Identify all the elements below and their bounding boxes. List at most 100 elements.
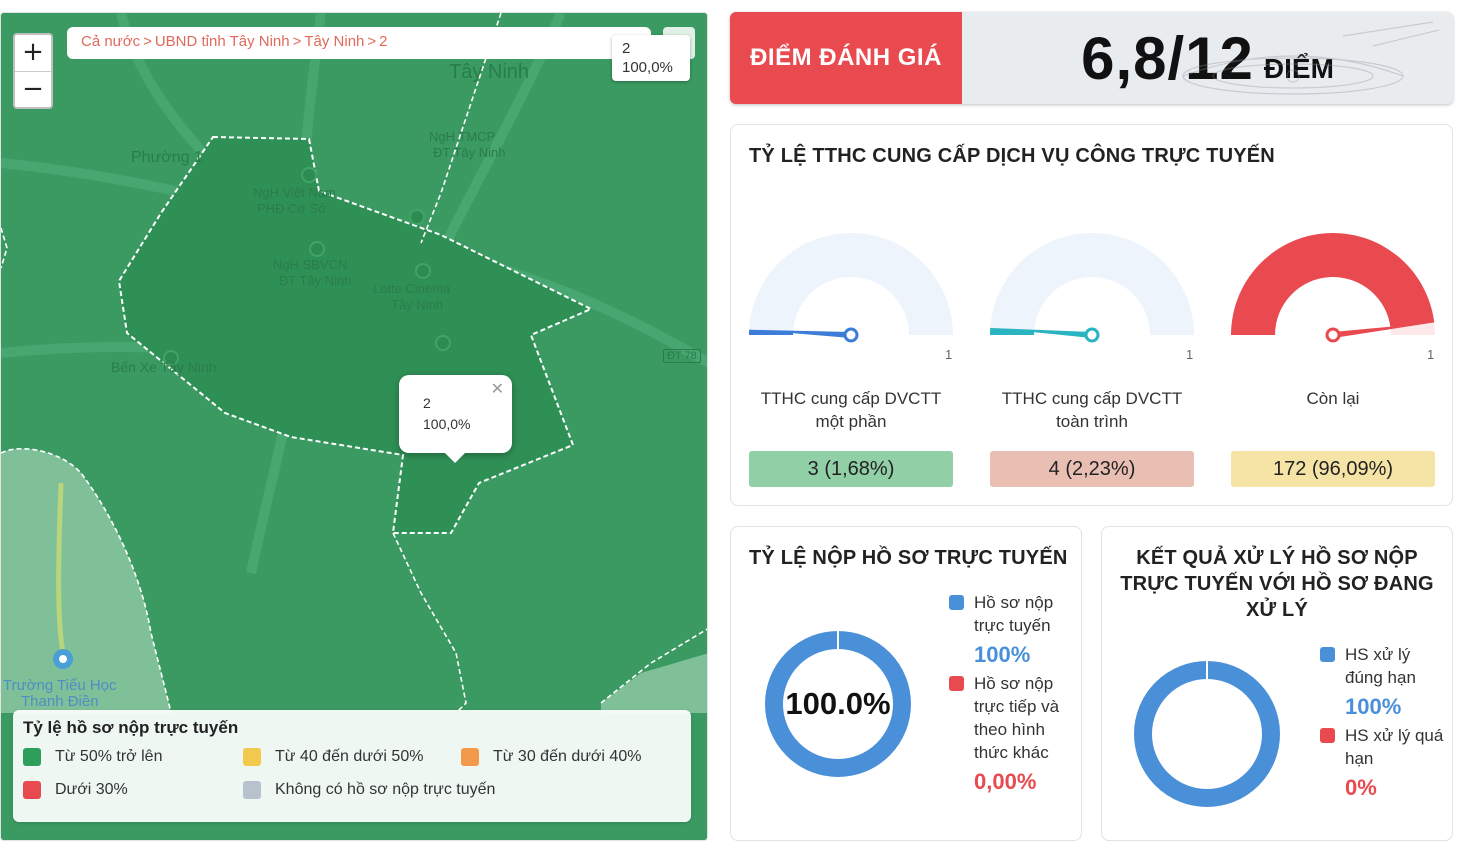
breadcrumb-item-ward[interactable]: 2 <box>379 33 388 50</box>
place-label-bank1: NgH TMCP <box>429 129 496 144</box>
gauge-max-label: 1 <box>1186 347 1194 362</box>
gauge-partial-chart <box>749 233 953 343</box>
district-boundaries <box>1 13 707 714</box>
legend-value-overdue: 0% <box>1345 775 1377 800</box>
gauge-track <box>749 233 953 335</box>
place-label-ben-xe: Bến Xe Tây Ninh <box>111 359 217 375</box>
drum-pattern-icon <box>1182 21 1440 95</box>
place-label-bank3b: ĐT Tây Ninh <box>279 273 352 288</box>
online-service-rate-card: TỶ LỆ TTHC CUNG CẤP DỊCH VỤ CÔNG TRỰC TU… <box>730 124 1453 506</box>
donut-center-value: 100.0% <box>785 686 891 721</box>
submission-donut: 100.0% <box>761 627 915 781</box>
gauge-hub <box>1325 327 1341 343</box>
school-marker <box>53 649 73 669</box>
gauge-stat: 172 (96,09%) <box>1231 451 1435 487</box>
place-label-tay-ninh: Tây Ninh <box>449 61 530 83</box>
popup-close-icon[interactable]: ✕ <box>490 381 504 398</box>
submission-legend: Hồ sơ nộp trực tuyến 100% Hồ sơ nộp trực… <box>949 591 1077 799</box>
legend-label: Từ 40 đến dưới 50% <box>275 748 424 765</box>
neighbor-area-left <box>1 448 171 713</box>
result-donut-chart <box>1134 661 1280 807</box>
processing-result-card: KẾT QUẢ XỬ LÝ HỒ SƠ NỘP TRỰC TUYẾN VỚI H… <box>1101 526 1453 841</box>
gauge-partial: 1 TTHC cung cấp DVCTT một phần 3 (1,68%) <box>749 195 953 495</box>
region-value-label: 2 100,0% <box>612 35 690 81</box>
legend-swatch-red <box>23 781 41 799</box>
legend-swatch-yellow <box>243 748 261 766</box>
map-legend: Tỷ lệ hồ sơ nộp trực tuyến Từ 50% trở lê… <box>13 710 691 822</box>
gauge-fill <box>1231 232 1435 335</box>
zoom-control: + − <box>13 33 53 109</box>
gauge-fill <box>990 327 1035 335</box>
gauge-full-chart <box>990 233 1194 343</box>
breadcrumb-item-tay-ninh[interactable]: Tây Ninh <box>304 33 365 50</box>
gauge-remaining: 1 Còn lại 172 (96,09%) <box>1231 195 1435 495</box>
result-donut <box>1130 657 1284 811</box>
place-label-truong-2: Thanh Điền <box>21 693 99 710</box>
score-header: ĐIỂM ĐÁNH GIÁ 6,8/12 ĐIỂM <box>730 12 1453 104</box>
card-title: TỶ LỆ TTHC CUNG CẤP DỊCH VỤ CÔNG TRỰC TU… <box>749 145 1275 167</box>
zoom-in-button[interactable]: + <box>22 37 44 67</box>
gauge-stat: 3 (1,68%) <box>749 451 953 487</box>
legend-label: HS xử lý quá hạn <box>1345 726 1444 768</box>
popup-tip <box>445 453 465 463</box>
legend-item-none: Không có hồ sơ nộp trực tuyến <box>243 781 495 799</box>
breadcrumb-separator: > <box>143 33 152 50</box>
legend-item-overdue: HS xử lý quá hạn <box>1320 724 1448 770</box>
place-label-bank3: NgH SBVCN <box>273 257 348 272</box>
gauge-fill <box>749 329 794 335</box>
legend-swatch-green <box>23 748 41 766</box>
legend-label: Hồ sơ nộp trực tuyến <box>974 593 1054 635</box>
popup-region-name: 2 <box>423 395 431 411</box>
legend-item-offline: Hồ sơ nộp trực tiếp và theo hình thức kh… <box>949 672 1077 764</box>
poi-markers <box>163 167 451 366</box>
legend-item-30-40: Từ 30 đến dưới 40% <box>461 748 641 766</box>
gauge-full: 1 TTHC cung cấp DVCTT toàn trình 4 (2,23… <box>990 195 1194 495</box>
card-title: KẾT QUẢ XỬ LÝ HỒ SƠ NỘP TRỰC TUYẾN VỚI H… <box>1120 547 1434 621</box>
score-unit: ĐIỂM <box>1263 53 1334 84</box>
legend-label: HS xử lý đúng hạn <box>1345 645 1416 687</box>
breadcrumb-separator: > <box>292 33 302 50</box>
breadcrumb-item-ubnd[interactable]: UBND tỉnh Tây Ninh <box>154 33 290 50</box>
gauge-hub <box>843 327 859 343</box>
gauge-name: TTHC cung cấp DVCTT một phần <box>760 389 942 431</box>
score-label: ĐIỂM ĐÁNH GIÁ <box>730 12 962 104</box>
legend-item-on-time: HS xử lý đúng hạn <box>1320 643 1448 689</box>
gauge-hub <box>1084 327 1100 343</box>
legend-swatch-gray <box>243 781 261 799</box>
gauge-name: TTHC cung cấp DVCTT toàn trình <box>1001 389 1183 431</box>
score-value: 6,8/12 <box>1081 24 1254 92</box>
legend-label: Dưới 30% <box>55 781 128 798</box>
legend-label: Từ 50% trở lên <box>55 748 163 765</box>
map-panel[interactable]: Tây Ninh Phường 1 Bến Xe Tây Ninh NgH TM… <box>0 12 708 841</box>
card-title: TỶ LỆ NỘP HỒ SƠ TRỰC TUYẾN <box>749 547 1068 569</box>
legend-item-online: Hồ sơ nộp trực tuyến <box>949 591 1077 637</box>
online-submission-card: TỶ LỆ NỘP HỒ SƠ TRỰC TUYẾN 100.0% Hồ sơ … <box>730 526 1082 841</box>
road-shield-dt78: ĐT 78 <box>663 349 701 363</box>
gauge-needle <box>753 329 852 338</box>
map-popup: ✕ 2 100,0% <box>399 375 512 463</box>
gauge-max-label: 1 <box>1427 347 1435 362</box>
legend-swatch-orange <box>461 748 479 766</box>
gauge-max-label: 1 <box>945 347 953 362</box>
legend-label: Từ 30 đến dưới 40% <box>493 748 642 765</box>
legend-label: Hồ sơ nộp trực tiếp và theo hình thức kh… <box>974 674 1060 762</box>
result-legend: HS xử lý đúng hạn 100% HS xử lý quá hạn … <box>1320 643 1448 805</box>
place-label-phuong-1: Phường 1 <box>131 149 203 166</box>
breadcrumb-item-ca-nuoc[interactable]: Cả nước <box>81 33 141 50</box>
legend-label: Không có hồ sơ nộp trực tuyến <box>275 781 496 798</box>
legend-swatch-red <box>949 676 964 691</box>
breadcrumb-separator: > <box>367 33 377 50</box>
legend-swatch-blue <box>949 595 964 610</box>
legend-value-online: 100% <box>974 642 1031 667</box>
place-label-lotte: Lotte Cinema <box>373 281 451 296</box>
place-label-bank2: NgH Việt Nam <box>253 185 336 200</box>
legend-item-50-up: Từ 50% trở lên <box>23 748 162 766</box>
place-label-lotte-b: Tây Ninh <box>391 297 444 312</box>
place-label-bank1b: ĐT Tây Ninh <box>433 145 506 160</box>
popup-region-percent: 100,0% <box>423 416 471 432</box>
gauge-needle <box>994 328 1093 338</box>
legend-swatch-blue <box>1320 647 1335 662</box>
zoom-out-button[interactable]: − <box>15 71 51 107</box>
region-value-name: 2 <box>622 40 631 57</box>
breadcrumb: Cả nước > UBND tỉnh Tây Ninh > Tây Ninh >2 <box>67 27 651 59</box>
